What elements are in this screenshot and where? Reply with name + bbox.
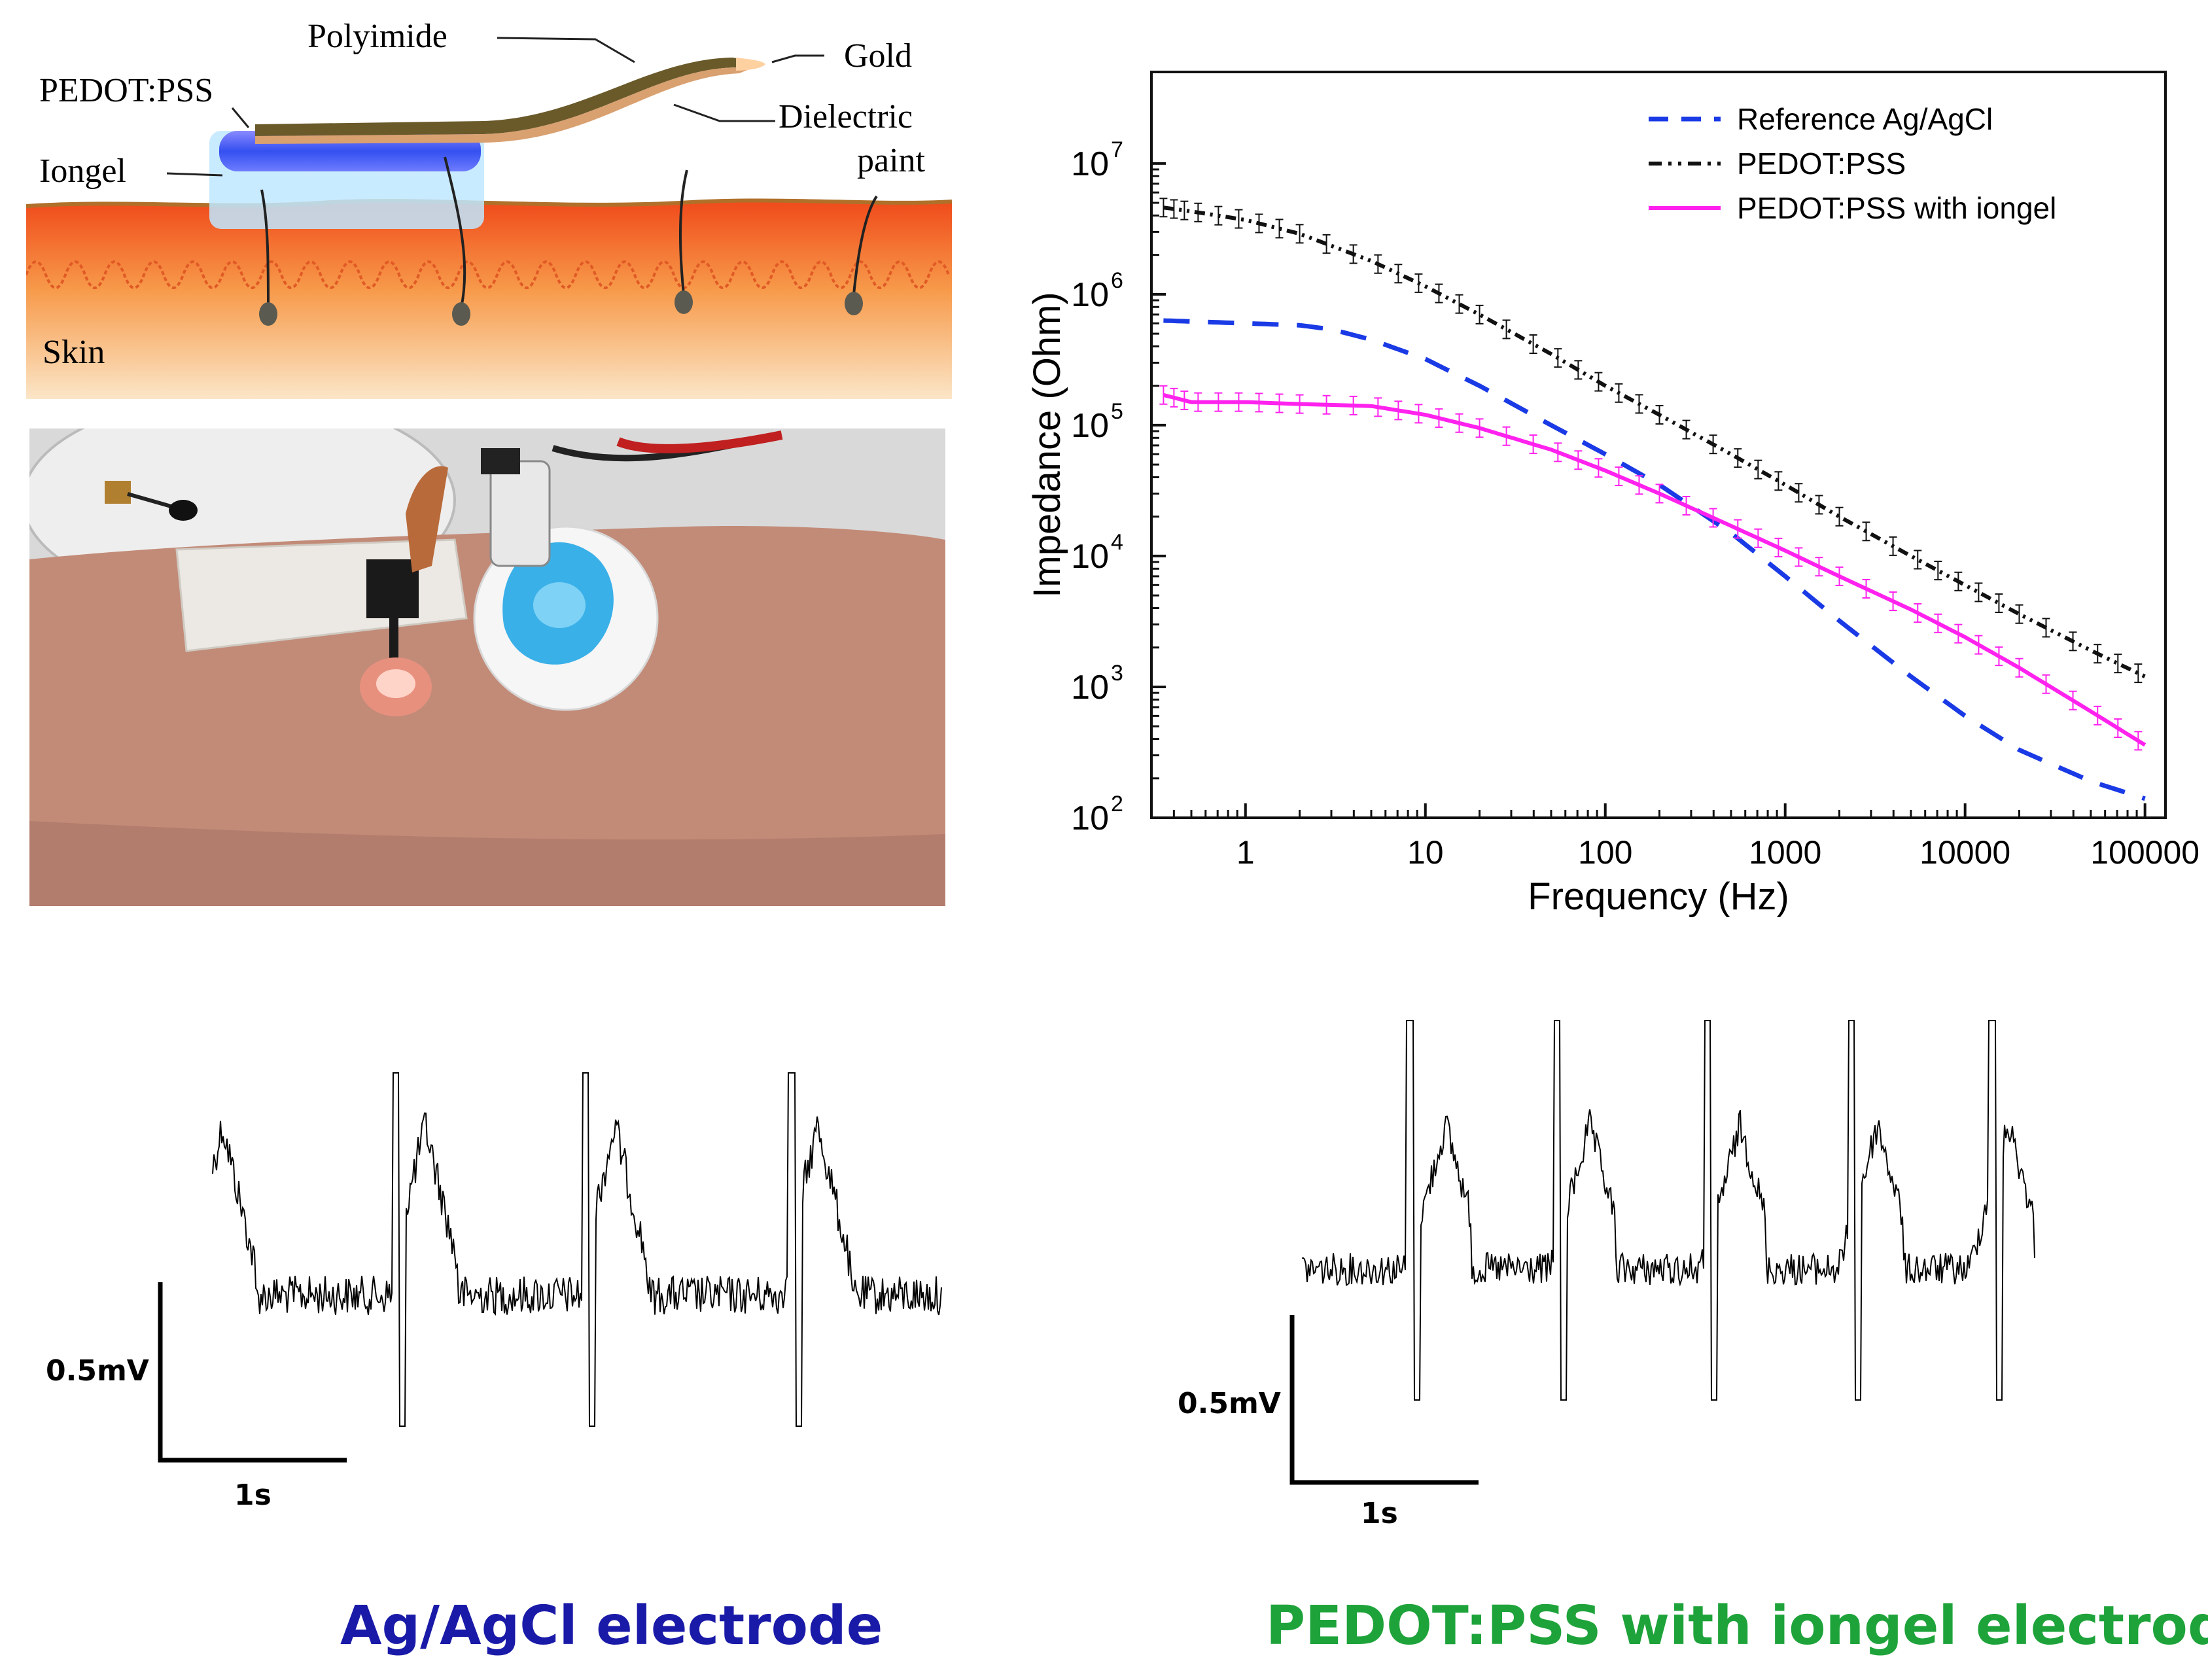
dermis-wave bbox=[26, 260, 950, 289]
x-tick-label: 1000 bbox=[1749, 834, 1821, 871]
scale-time-right: 1s bbox=[1361, 1497, 1398, 1530]
polyimide-strip bbox=[255, 58, 759, 136]
label-dielectric-1: Dielectric bbox=[779, 98, 913, 135]
label-pedot: PEDOT:PSS bbox=[39, 72, 213, 109]
label-iongel: Iongel bbox=[39, 152, 126, 190]
ecg-left-svg: 0.5mV 1s bbox=[46, 1072, 942, 1512]
y-tick-exponent: 3 bbox=[1111, 661, 1123, 686]
x-tick-label: 10 bbox=[1407, 834, 1444, 871]
legend-label-pedot: PEDOT:PSS bbox=[1737, 147, 1906, 181]
x-axis-label: Frequency (Hz) bbox=[1528, 875, 1789, 918]
x-tick-label: 100 bbox=[1578, 834, 1632, 871]
label-dielectric-2: paint bbox=[857, 142, 926, 179]
chart-legend: Reference Ag/AgCl PEDOT:PSS PEDOT:PSS wi… bbox=[1649, 102, 2056, 225]
y-tick-label: 10 bbox=[1071, 799, 1109, 837]
gold-strip bbox=[255, 65, 759, 144]
scale-voltage-left: 0.5mV bbox=[46, 1354, 149, 1388]
y-tick-exponent: 7 bbox=[1111, 137, 1123, 162]
ecg-trace-pedot-iongel bbox=[1301, 1020, 2035, 1401]
ecg-right-panel: 0.5mV 1s bbox=[1151, 994, 2094, 1531]
impedance-chart: 10 2 10 3 10 4 10 5 10 6 10 7 1 10 100 1000 10000 100000… bbox=[1001, 52, 2198, 942]
legend-label-iongel: PEDOT:PSS with iongel bbox=[1737, 191, 2056, 225]
pedot-electrode bbox=[366, 559, 419, 618]
x-tick-label: 100000 bbox=[2090, 834, 2198, 871]
y-tick-label: 10 bbox=[1071, 276, 1109, 314]
y-tick-exponent: 5 bbox=[1111, 399, 1123, 424]
label-skin: Skin bbox=[43, 334, 105, 371]
plot-frame bbox=[1150, 71, 2167, 819]
y-tick-label: 10 bbox=[1071, 669, 1109, 707]
label-gold: Gold bbox=[844, 37, 912, 75]
skin-layer bbox=[26, 200, 952, 399]
arm-photo bbox=[29, 429, 945, 906]
ecg-left-panel: 0.5mV 1s bbox=[26, 994, 968, 1531]
scale-voltage-right: 0.5mV bbox=[1178, 1387, 1281, 1420]
series-line-2 bbox=[1163, 393, 2147, 747]
y-tick-exponent: 2 bbox=[1111, 792, 1123, 816]
y-tick-label: 10 bbox=[1071, 538, 1109, 576]
title-agagcl: Ag/AgCl electrode bbox=[340, 1595, 883, 1657]
series-line-1 bbox=[1163, 205, 2146, 678]
y-tick-label: 10 bbox=[1071, 407, 1109, 445]
title-pedot-iongel: PEDOT:PSS with iongel electrode bbox=[1266, 1595, 2208, 1657]
legend-label-ref: Reference Ag/AgCl bbox=[1737, 102, 1993, 136]
y-tick-exponent: 4 bbox=[1111, 530, 1123, 555]
x-tick-label: 1 bbox=[1236, 834, 1255, 871]
y-tick-label: 10 bbox=[1071, 145, 1109, 183]
schematic-panel: Polyimide Gold PEDOT:PSS Dielectric pain… bbox=[26, 0, 955, 406]
scale-bar-left bbox=[158, 1282, 347, 1463]
ecg-trace-agagcl bbox=[212, 1072, 942, 1427]
scale-bar-right bbox=[1289, 1315, 1479, 1485]
series-line-0 bbox=[1163, 318, 2146, 801]
label-polyimide: Polyimide bbox=[307, 18, 447, 55]
hair-follicles bbox=[260, 156, 878, 308]
arm-photo-drawing bbox=[29, 429, 945, 906]
ecg-right-svg: 0.5mV 1s bbox=[1178, 1020, 2035, 1530]
leader-lines bbox=[166, 37, 824, 177]
schematic-drawing: Polyimide Gold PEDOT:PSS Dielectric pain… bbox=[26, 18, 953, 399]
y-axis-label: Impedance (Ohm) bbox=[1026, 292, 1068, 597]
y-tick-exponent: 6 bbox=[1111, 268, 1123, 293]
scale-time-left: 1s bbox=[234, 1479, 272, 1512]
x-tick-label: 10000 bbox=[1919, 834, 2010, 871]
